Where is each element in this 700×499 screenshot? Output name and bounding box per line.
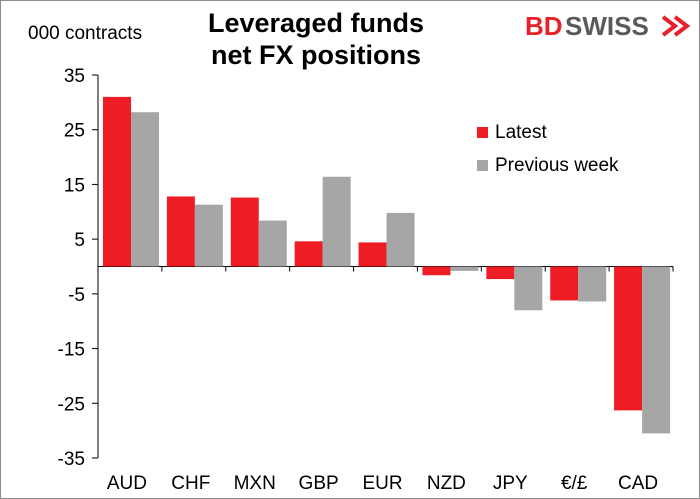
y-tick-label: 5 [74, 230, 85, 251]
y-tick-label: 25 [64, 121, 85, 142]
legend-label: Latest [495, 122, 547, 143]
chart-title-line-2: net FX positions [210, 40, 421, 70]
bars [103, 96, 671, 434]
y-tick-label: -25 [58, 394, 85, 415]
y-axis-unit-label: 000 contracts [28, 23, 143, 44]
legend-swatch [477, 127, 488, 138]
bdswiss-logo: BD SWISS [525, 11, 691, 41]
bar-previous-week [322, 176, 351, 267]
x-tick-label: MXN [234, 473, 276, 494]
bar-previous-week [514, 266, 543, 311]
y-tick-label: -5 [68, 285, 85, 306]
y-tick-label: 35 [64, 66, 85, 87]
bar-previous-week [450, 266, 479, 271]
bar-latest [230, 197, 259, 267]
x-tick-label: NZD [427, 473, 466, 494]
logo-swiss-text: SWISS [565, 11, 649, 41]
x-tick-label: €/£ [561, 473, 588, 494]
y-tick-labels: 35 25 15 5 -5 -15 -25 -35 [58, 66, 85, 470]
logo-bd-text: BD [525, 11, 563, 41]
bar-previous-week [386, 212, 415, 267]
bar-latest [166, 196, 195, 267]
x-tick-label: CAD [618, 473, 658, 494]
bar-previous-week [578, 266, 607, 302]
legend-label: Previous week [495, 155, 619, 176]
bar-previous-week [258, 220, 287, 267]
x-tick-label: AUD [107, 473, 147, 494]
y-tick-label: -15 [58, 340, 85, 361]
legend: Latest Previous week [477, 122, 619, 176]
chart-title-line-1: Leveraged funds [207, 8, 425, 38]
bar-latest [294, 241, 323, 267]
bar-previous-week [131, 112, 159, 267]
x-tick-label: EUR [362, 473, 402, 494]
bar-latest [550, 266, 579, 301]
bar-latest [103, 96, 131, 267]
x-tick-label: CHF [171, 473, 210, 494]
logo-chevron-icon [661, 15, 691, 37]
bar-previous-week [642, 266, 671, 434]
x-tick-label: JPY [493, 473, 528, 494]
x-tick-labels: AUD CHF MXN GBP EUR NZD JPY €/£ CAD [107, 473, 658, 494]
bar-latest [358, 242, 387, 267]
x-tick-label: GBP [299, 473, 339, 494]
bar-latest [486, 266, 515, 280]
bar-latest [422, 266, 451, 276]
bar-latest [614, 266, 643, 411]
legend-swatch [477, 160, 488, 171]
chart-title: Leveraged funds net FX positions [176, 7, 456, 71]
y-tick-label: 15 [64, 175, 85, 196]
y-tick-label: -35 [58, 449, 85, 470]
bar-previous-week [194, 204, 223, 267]
